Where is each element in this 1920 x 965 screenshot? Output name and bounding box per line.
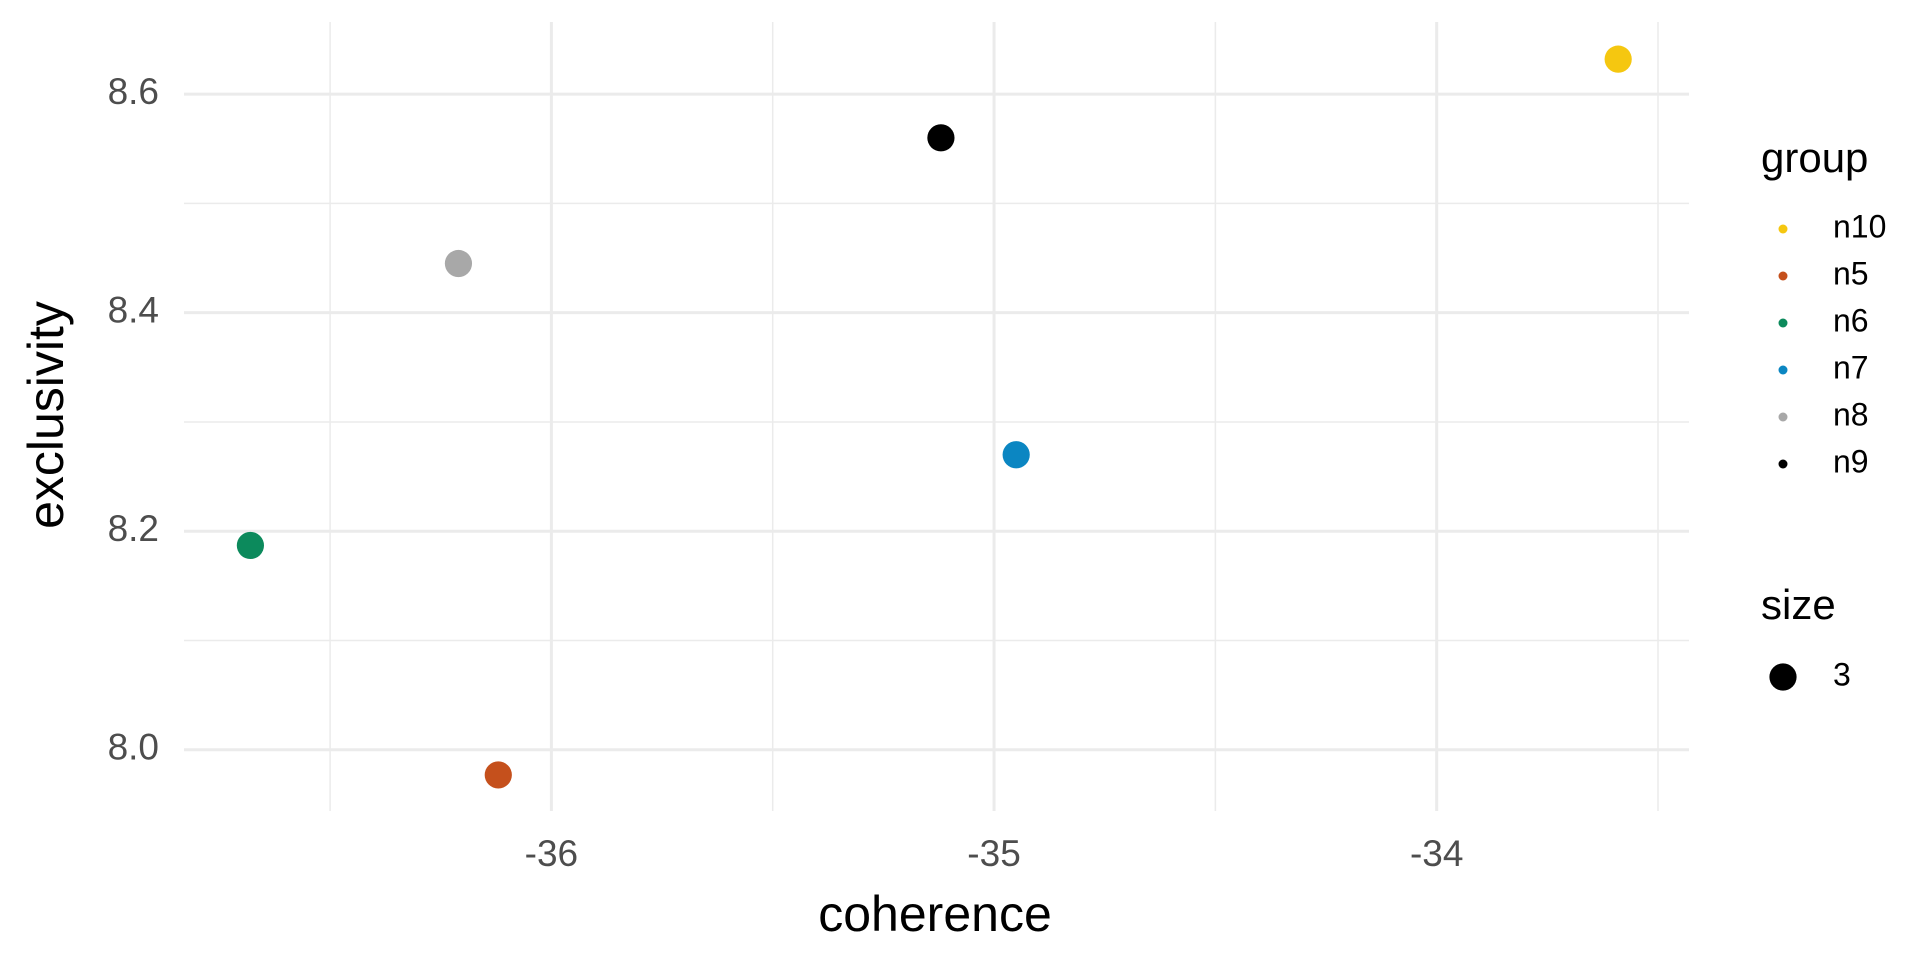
point [236, 531, 264, 560]
x-tick-label: -36 [525, 833, 578, 874]
legend-swatch [1778, 271, 1788, 281]
legend-label: n5 [1833, 255, 1869, 291]
legend-swatch [1778, 365, 1788, 375]
point [1002, 441, 1030, 469]
y-axis-title: exclusivity [18, 301, 74, 529]
y-tick-label: 8.2 [108, 508, 159, 549]
size-legend-title: size [1761, 581, 1836, 628]
x-axis-title: coherence [818, 886, 1052, 942]
point [927, 124, 955, 152]
legend-swatch [1778, 224, 1788, 234]
y-tick-label: 8.4 [108, 289, 159, 330]
size-legend-swatch [1769, 663, 1797, 691]
legend-label: n7 [1833, 349, 1869, 385]
y-tick-label: 8.0 [108, 727, 159, 768]
point [484, 761, 512, 789]
point [444, 249, 473, 278]
legend-label: n9 [1833, 443, 1869, 479]
x-tick-label: -35 [967, 833, 1020, 874]
point [1604, 45, 1632, 73]
legend-label: n10 [1833, 208, 1886, 244]
y-tick-label: 8.6 [108, 71, 159, 112]
legend-title: group [1761, 134, 1868, 181]
legend-swatch [1778, 459, 1788, 469]
x-tick-label: -34 [1410, 833, 1463, 874]
size-legend-label: 3 [1833, 656, 1851, 692]
legend-label: n6 [1833, 302, 1869, 338]
legend-label: n8 [1833, 396, 1869, 432]
legend-swatch [1778, 318, 1788, 328]
legend-swatch [1778, 412, 1788, 422]
